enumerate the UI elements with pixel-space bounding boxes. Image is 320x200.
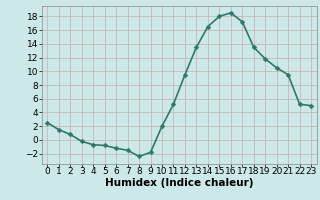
X-axis label: Humidex (Indice chaleur): Humidex (Indice chaleur) <box>105 178 253 188</box>
